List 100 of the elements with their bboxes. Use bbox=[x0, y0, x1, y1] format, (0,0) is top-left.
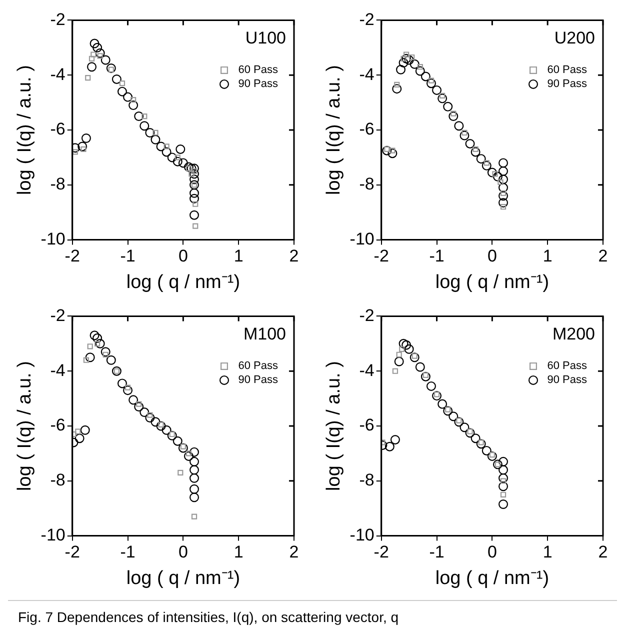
point bbox=[487, 168, 497, 178]
x-tick-label: 0 bbox=[487, 246, 497, 266]
y-tick-label: -4 bbox=[50, 360, 66, 380]
point bbox=[167, 152, 177, 162]
legend-label: 60 Pass bbox=[238, 360, 278, 372]
point bbox=[123, 386, 133, 396]
point bbox=[75, 428, 81, 434]
point bbox=[90, 330, 100, 340]
point bbox=[396, 352, 402, 358]
point bbox=[399, 346, 405, 352]
point bbox=[190, 169, 200, 179]
point bbox=[465, 428, 475, 438]
point bbox=[192, 223, 198, 229]
x-tick-label: 1 bbox=[234, 246, 244, 266]
legend-label: 90 Pass bbox=[238, 78, 278, 90]
point bbox=[190, 465, 200, 475]
point bbox=[167, 430, 177, 440]
point bbox=[172, 436, 182, 446]
point bbox=[145, 128, 155, 138]
point bbox=[420, 372, 430, 382]
point bbox=[162, 425, 172, 435]
point bbox=[384, 442, 394, 452]
point bbox=[190, 484, 200, 494]
point bbox=[78, 142, 88, 152]
point bbox=[95, 338, 105, 348]
point bbox=[498, 465, 508, 475]
y-tick-label: -8 bbox=[50, 470, 66, 490]
point bbox=[190, 188, 200, 198]
x-tick-label: 0 bbox=[178, 246, 188, 266]
point bbox=[410, 352, 420, 362]
point bbox=[404, 344, 414, 354]
y-tick-label: -2 bbox=[359, 10, 374, 29]
legend-label: 60 Pass bbox=[547, 360, 588, 372]
y-axis-title: log ( I(q) / a.u. ) bbox=[14, 361, 36, 491]
y-axis-title: log ( I(q) / a.u. ) bbox=[14, 65, 36, 195]
point bbox=[100, 55, 110, 65]
y-tick-label: -2 bbox=[359, 306, 374, 325]
y-tick-label: -2 bbox=[50, 306, 66, 325]
point bbox=[190, 210, 200, 220]
point bbox=[404, 55, 414, 65]
point bbox=[184, 451, 194, 461]
point bbox=[398, 58, 408, 68]
point bbox=[498, 158, 508, 168]
point bbox=[134, 402, 144, 412]
point bbox=[176, 144, 186, 154]
legend-label: 90 Pass bbox=[547, 78, 588, 90]
point bbox=[186, 164, 196, 174]
point bbox=[394, 356, 404, 366]
point bbox=[95, 48, 105, 58]
annotation: M200 bbox=[552, 324, 595, 344]
x-tick-label: -1 bbox=[429, 542, 444, 562]
point bbox=[434, 392, 440, 398]
y-axis-title: log ( I(q) / a.u. ) bbox=[324, 65, 345, 195]
y-tick-label: -10 bbox=[40, 229, 66, 248]
point bbox=[190, 164, 200, 174]
point bbox=[74, 434, 84, 444]
x-tick-label: 2 bbox=[289, 542, 299, 562]
x-tick-label: 1 bbox=[542, 542, 552, 562]
x-tick-label: 0 bbox=[178, 542, 188, 562]
point bbox=[92, 333, 102, 343]
point bbox=[80, 425, 90, 435]
point bbox=[403, 52, 410, 58]
point bbox=[415, 66, 425, 76]
point bbox=[150, 134, 160, 144]
caption: Fig. 7 Dependences of intensities, I(q), on scattering vector, q bbox=[18, 609, 400, 625]
point bbox=[178, 470, 184, 476]
point bbox=[162, 147, 172, 157]
y-axis-title: log ( I(q) / a.u. ) bbox=[324, 361, 345, 491]
x-tick-label: -2 bbox=[64, 542, 80, 562]
y-tick-label: -8 bbox=[359, 174, 374, 194]
point bbox=[487, 451, 497, 461]
point bbox=[184, 162, 194, 172]
point bbox=[426, 78, 436, 88]
point bbox=[178, 443, 188, 453]
point bbox=[156, 142, 166, 152]
point bbox=[172, 156, 182, 166]
x-tick-label: -1 bbox=[429, 246, 444, 266]
point bbox=[92, 42, 102, 52]
point bbox=[392, 84, 402, 94]
point bbox=[145, 413, 155, 423]
point bbox=[142, 113, 148, 120]
point bbox=[500, 492, 506, 498]
point bbox=[128, 395, 138, 405]
x-tick-label: 2 bbox=[598, 542, 608, 562]
point bbox=[190, 174, 200, 184]
x-tick-label: 2 bbox=[598, 246, 608, 266]
point bbox=[100, 347, 110, 357]
legend-label: 60 Pass bbox=[547, 64, 588, 76]
point bbox=[190, 456, 200, 466]
point bbox=[106, 63, 116, 73]
point bbox=[420, 72, 430, 82]
point bbox=[460, 130, 470, 140]
y-tick-label: -2 bbox=[50, 10, 66, 29]
x-tick-label: -2 bbox=[64, 246, 80, 266]
point bbox=[402, 54, 412, 64]
legend-label: 90 Pass bbox=[547, 374, 588, 386]
point bbox=[392, 368, 398, 374]
point bbox=[498, 499, 508, 509]
point bbox=[432, 85, 442, 95]
point bbox=[88, 56, 95, 62]
